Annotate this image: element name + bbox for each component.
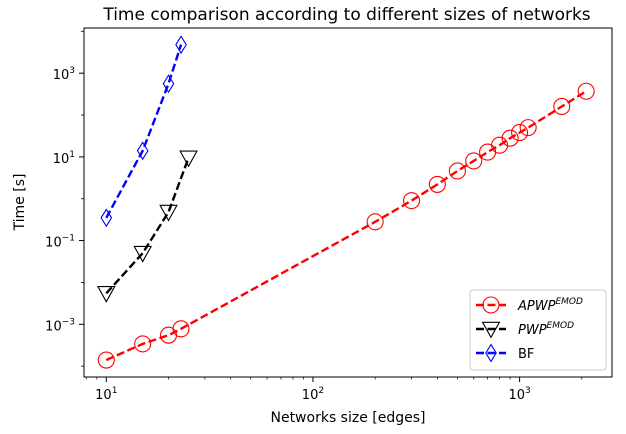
y-tick-label: 10−3: [45, 317, 75, 334]
legend-label: APWPEMOD: [517, 297, 583, 314]
data-point: [465, 152, 483, 170]
series-line: [105, 90, 587, 362]
series-pwp: [96, 150, 198, 303]
legend-marker: [482, 296, 500, 314]
legend-label: PWPEMOD: [518, 321, 574, 338]
legend-marker: [485, 343, 497, 363]
legend-item: APWPEMOD: [476, 296, 583, 314]
data-point: [366, 213, 384, 231]
x-tick-label: 102: [302, 386, 324, 403]
plot-area: [83, 27, 613, 378]
data-point: [402, 192, 421, 210]
series-line: [105, 44, 183, 219]
chart-title: Time comparison according to different s…: [102, 5, 590, 25]
x-axis-ticks: 101 102 103: [85, 377, 583, 403]
series-bf: [100, 35, 187, 228]
legend-item: PWPEMOD: [476, 321, 574, 339]
series-line: [105, 157, 190, 295]
y-tick-label: 103: [53, 66, 75, 83]
data-point: [553, 97, 571, 116]
x-tick-label: 103: [508, 386, 530, 403]
data-point: [133, 245, 153, 263]
data-point: [511, 124, 529, 142]
data-point: [179, 150, 198, 168]
y-axis-ticks: 10−3 10−1 101 103: [45, 30, 84, 367]
series-apwp: [97, 82, 595, 369]
series-layer: [96, 35, 595, 369]
legend-item: BF: [476, 343, 534, 363]
y-tick-label: 101: [53, 150, 75, 167]
legend-items: APWPEMOD PWPEMOD BF: [476, 296, 583, 363]
legend-marker: [481, 321, 501, 339]
data-point: [479, 143, 497, 161]
legend-label: BF: [518, 347, 534, 362]
data-point: [159, 204, 178, 222]
legend-box: [469, 289, 607, 371]
data-point: [159, 326, 178, 344]
data-point: [96, 286, 116, 303]
data-point: [162, 74, 175, 94]
data-point: [577, 82, 595, 100]
data-point: [519, 119, 537, 137]
data-point: [175, 35, 187, 55]
legend: APWPEMOD PWPEMOD BF: [469, 289, 607, 371]
y-tick-label: 10−1: [45, 234, 75, 251]
y-axis-label: Time [s]: [12, 174, 28, 232]
x-tick-label: 101: [95, 386, 117, 403]
data-point: [136, 141, 149, 161]
data-point: [134, 335, 152, 353]
data-point: [172, 320, 190, 338]
x-axis-label: Networks size [edges]: [270, 410, 425, 426]
data-point: [501, 129, 519, 147]
data-point: [428, 175, 446, 193]
data-point: [100, 208, 113, 228]
data-point: [97, 351, 115, 369]
data-point: [448, 162, 466, 180]
